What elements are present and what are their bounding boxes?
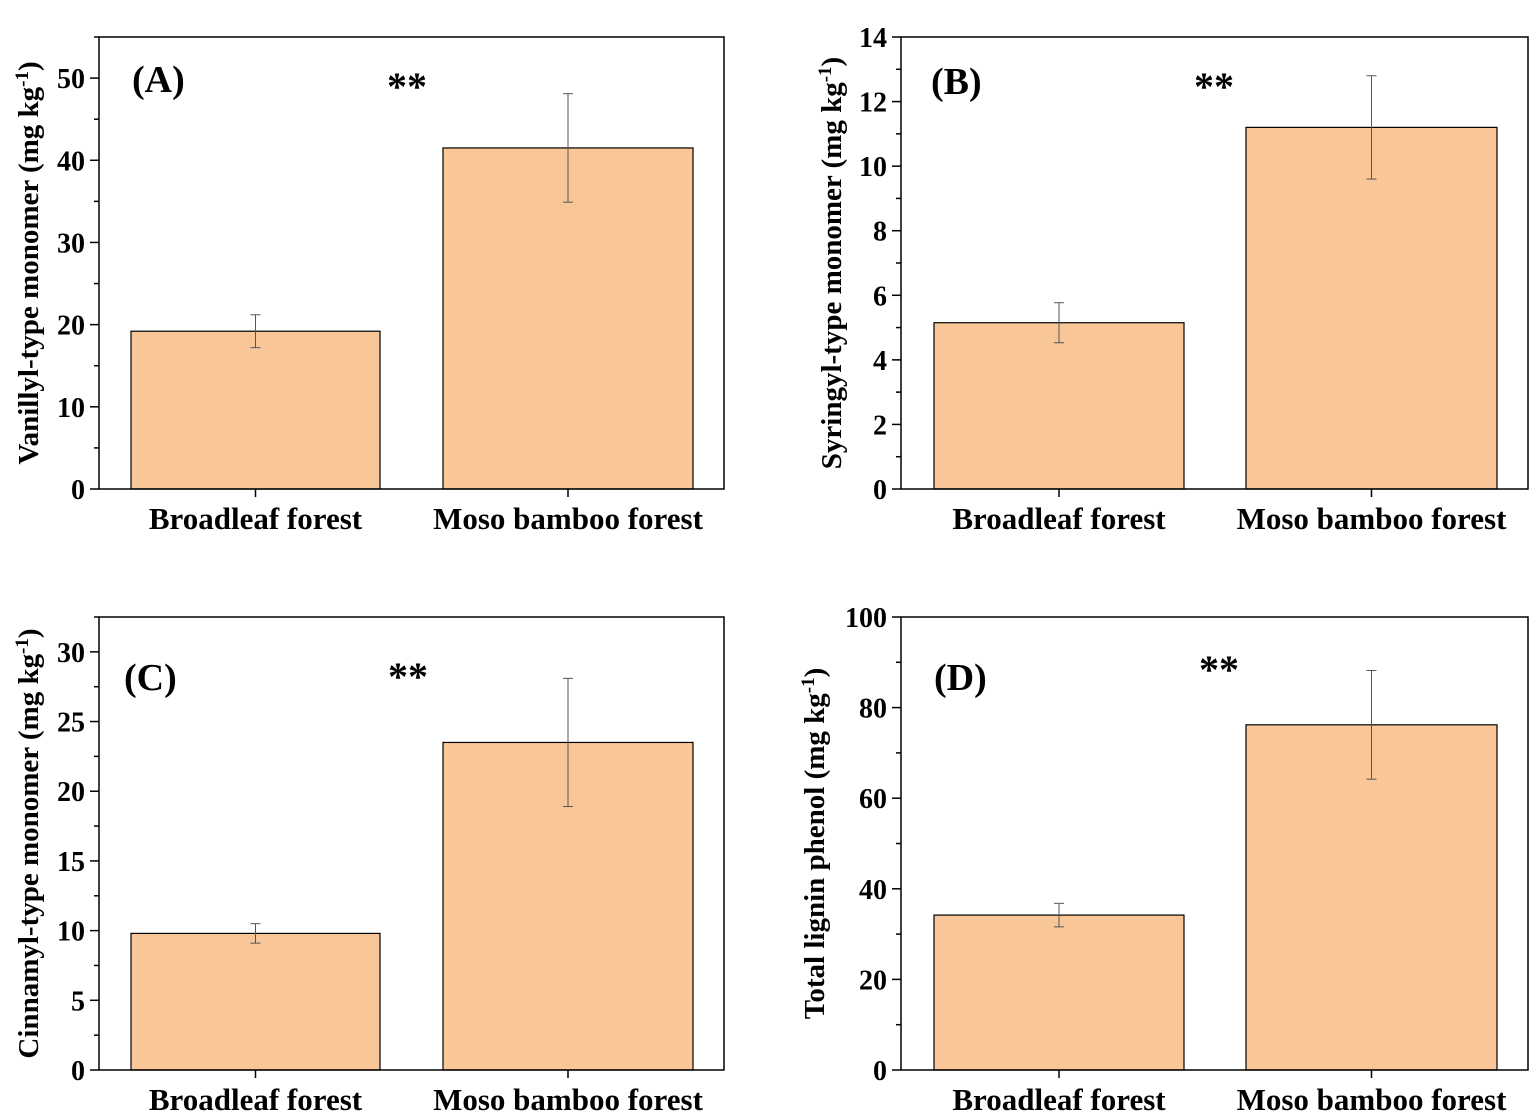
- error-bar-a-broadleaf: [250, 314, 261, 349]
- panel-a: 0 10 20 30 40 50 Broadleaf forest Moso bamboo f…: [12, 36, 725, 536]
- y-axis-label: Cinnamyl-type monomer (mg kg-1): [12, 628, 46, 1058]
- y-tick-label: 30: [57, 228, 85, 259]
- error-bar-a-moso: [563, 93, 573, 203]
- y-tick-label: 20: [57, 777, 85, 808]
- error-bar-c-moso: [563, 677, 573, 808]
- significance-marker: **: [1194, 64, 1234, 109]
- bar-a-moso: [442, 147, 694, 490]
- y-tick-label: 25: [57, 708, 85, 739]
- plot-frame-c: [98, 616, 725, 1071]
- y-tick-label: 14: [859, 23, 887, 54]
- error-bar-b-broadleaf: [1054, 302, 1064, 344]
- y-tick-label: 40: [859, 875, 887, 906]
- bar-c-broadleaf: [130, 932, 381, 1071]
- y-tick-label: 60: [859, 784, 887, 815]
- y-tick-label: 0: [71, 475, 85, 506]
- y-tick-label: 10: [57, 393, 85, 424]
- y-tick-label: 10: [859, 152, 887, 183]
- bar-d-moso: [1245, 724, 1498, 1071]
- y-tick-label: 0: [873, 1056, 887, 1087]
- panel-c: 0 5 10 15 20 25 30 Broadleaf forest Moso bamboo …: [12, 616, 725, 1117]
- y-tick-label: 8: [873, 217, 887, 248]
- y-tick-label: 100: [845, 603, 887, 634]
- significance-marker: **: [388, 654, 428, 699]
- y-tick-label: 20: [859, 965, 887, 996]
- panel-label: (D): [934, 657, 987, 699]
- y-tick-label: 12: [859, 88, 887, 119]
- error-bar-d-moso: [1366, 669, 1377, 780]
- y-axis-label: Total lignin phenol (mg kg-1): [798, 668, 832, 1020]
- x-category-label: Broadleaf forest: [149, 1082, 363, 1117]
- bar-b-broadleaf: [933, 322, 1185, 490]
- panel-label: (B): [931, 61, 982, 103]
- x-category-label: Moso bamboo forest: [1237, 1082, 1507, 1117]
- y-tick-label: 30: [57, 638, 85, 669]
- y-tick-label: 0: [873, 475, 887, 506]
- significance-marker: **: [1199, 647, 1239, 692]
- x-category-label: Moso bamboo forest: [433, 1082, 703, 1117]
- y-tick-label: 10: [57, 917, 85, 948]
- y-axis-label: Vanillyl-type monomer (mg kg-1): [12, 61, 46, 464]
- error-bar-c-broadleaf: [250, 923, 261, 944]
- y-tick-label: 4: [873, 346, 887, 377]
- y-tick-label: 0: [71, 1056, 85, 1087]
- x-category-label: Moso bamboo forest: [433, 501, 703, 536]
- bar-d-broadleaf: [933, 914, 1185, 1071]
- y-tick-label: 50: [57, 64, 85, 95]
- panel-label: (A): [132, 59, 185, 101]
- bar-b-moso: [1245, 126, 1498, 490]
- x-category-label: Broadleaf forest: [149, 501, 363, 536]
- y-tick-label: 40: [57, 146, 85, 177]
- y-tick-label: 2: [873, 410, 887, 441]
- x-category-label: Broadleaf forest: [952, 501, 1166, 536]
- x-category-label: Broadleaf forest: [952, 1082, 1166, 1117]
- y-tick-label: 6: [873, 281, 887, 312]
- panel-label: (C): [124, 657, 177, 699]
- error-bar-d-broadleaf: [1054, 902, 1064, 928]
- bar-a-broadleaf: [130, 330, 381, 490]
- y-tick-label: 20: [57, 311, 85, 342]
- y-tick-label: 80: [859, 694, 887, 725]
- panel-b: 0 2 4 6 8 10 12 14 Broadleaf forest Moso bamboo f…: [815, 23, 1529, 536]
- x-category-label: Moso bamboo forest: [1237, 501, 1507, 536]
- plot-frame-a: [98, 36, 725, 490]
- y-axis-label: Syringyl-type monomer (mg kg-1): [815, 57, 849, 469]
- y-tick-label: 15: [57, 847, 85, 878]
- error-bar-b-moso: [1366, 75, 1377, 180]
- panel-d: 0 20 40 60 80 100 Broadleaf forest Moso bamboo …: [798, 603, 1529, 1117]
- y-tick-label: 5: [71, 986, 85, 1017]
- significance-marker: **: [387, 64, 427, 109]
